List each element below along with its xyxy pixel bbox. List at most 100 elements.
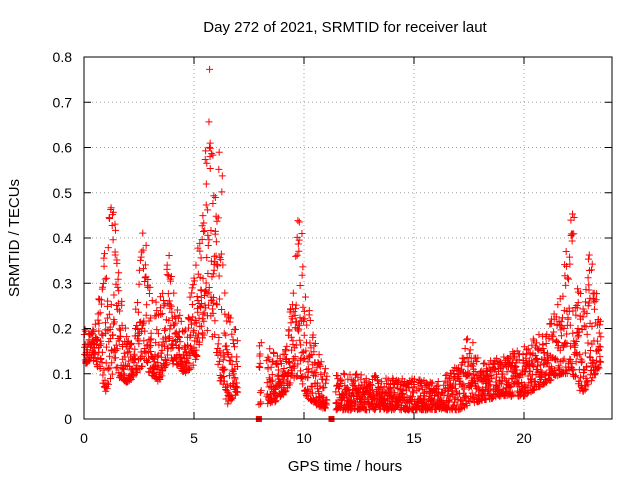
data-point [196,247,204,255]
data-point [304,374,312,382]
data-point [195,330,203,338]
data-point [410,375,418,383]
data-point [280,364,288,372]
x-tick-label: 15 [406,430,422,446]
data-point [294,327,302,335]
data-point [214,340,222,348]
data-point [168,308,176,316]
data-point [106,364,114,372]
data-point [174,343,182,351]
data-point [108,370,116,378]
data-point [200,317,208,325]
data-point [256,359,264,367]
data-point [466,369,474,377]
data-point [173,306,181,314]
data-point [187,320,195,328]
data-point [190,277,198,285]
data-point [133,368,141,376]
data-point [180,328,188,336]
data-point [575,377,583,385]
data-point [146,283,154,291]
data-point [186,293,194,301]
data-point [265,374,273,382]
data-point [559,357,567,365]
data-point [443,392,451,400]
data-point [524,389,532,397]
data-point [202,147,210,155]
data-point [218,306,226,314]
data-point [175,334,183,342]
data-point [223,317,231,325]
data-point [268,371,276,379]
data-point [311,339,319,347]
data-point [560,325,568,333]
data-point [228,330,236,338]
data-point [189,281,197,289]
data-point [539,340,547,348]
data-point [207,226,215,234]
data-point [587,346,595,354]
data-point [548,320,556,328]
data-point [202,279,210,287]
data-point [581,385,589,393]
data-point [229,339,237,347]
data-point [106,352,114,360]
data-point [219,261,227,269]
data-point [289,289,297,297]
data-point [591,298,599,306]
data-point [283,342,291,350]
data-point [204,242,212,250]
data-point [145,289,153,297]
data-point [139,265,147,273]
data-point [170,289,178,297]
data-point [144,276,152,284]
data-point [572,349,580,357]
data-point [101,319,109,327]
data-point [315,351,323,359]
data-point [153,365,161,373]
data-point [205,118,213,126]
data-point [233,337,241,345]
data-point [257,398,265,406]
data-point [574,285,582,293]
data-point [209,309,217,317]
data-point [204,206,212,214]
data-point [107,301,115,309]
data-point [111,318,119,326]
data-point [120,371,128,379]
data-point [290,308,298,316]
data-point [286,363,294,371]
data-point [310,348,318,356]
data-point [296,336,304,344]
data-point [289,301,297,309]
data-point [97,340,105,348]
data-point [529,335,537,343]
data-point [144,358,152,366]
data-point [585,286,593,294]
data-point [569,210,577,218]
data-point [122,361,130,369]
data-point [118,297,126,305]
data-point [554,301,562,309]
data-point [557,318,565,326]
data-point [566,260,574,268]
data-points [80,65,605,422]
data-point [140,337,148,345]
data-point [106,326,114,334]
data-point [213,260,221,268]
data-point [308,383,316,391]
data-point [468,389,476,397]
data-point [221,353,229,361]
data-point [316,362,324,370]
data-point [234,363,242,371]
data-point [595,364,603,372]
data-point [204,231,212,239]
data-point [550,328,558,336]
data-point [595,342,603,350]
data-point [509,354,517,362]
data-point [163,261,171,269]
data-point [131,345,139,353]
data-point [409,393,417,401]
data-point [557,332,565,340]
data-point [535,331,543,339]
